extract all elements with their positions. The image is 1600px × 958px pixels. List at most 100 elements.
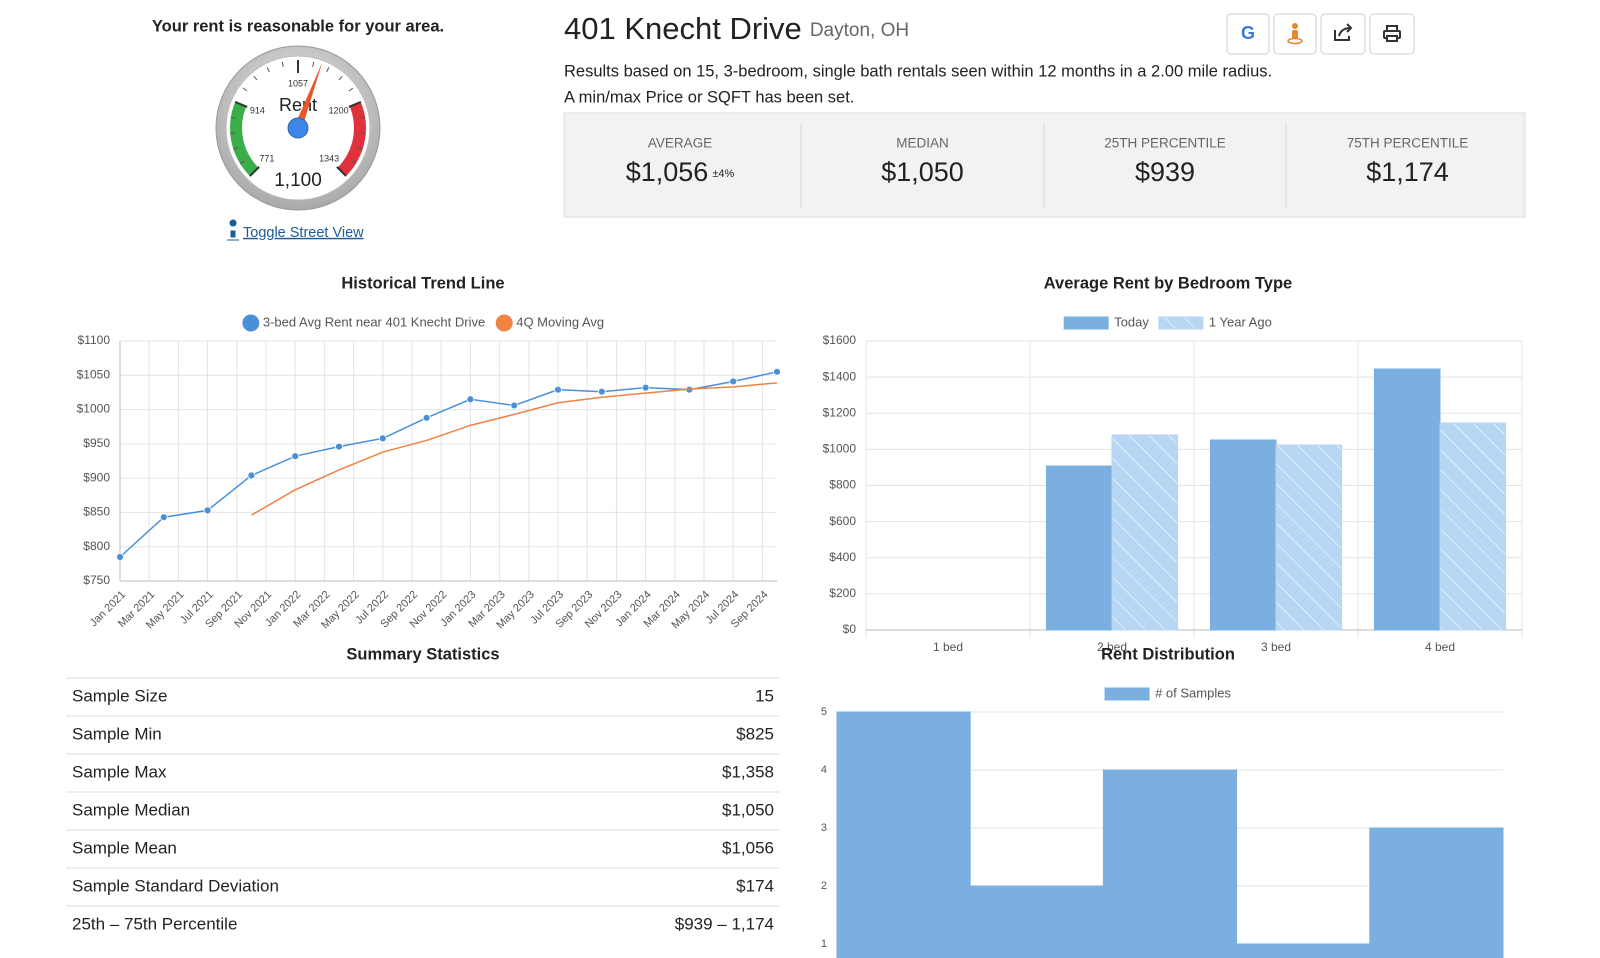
bar: [836, 711, 971, 958]
print-button[interactable]: [1369, 13, 1415, 55]
bar: [969, 885, 1104, 958]
legend: Today 1 Year Ago: [1063, 314, 1272, 330]
legend-label: 1 Year Ago: [1209, 314, 1272, 329]
gauge-minor-tick: [233, 146, 239, 150]
stat-value: $1,056 ±4%: [626, 157, 735, 187]
row-value: $1,050: [722, 800, 774, 819]
stat-number: $1,174: [1366, 157, 1449, 187]
stat-number: $1,056: [626, 157, 709, 187]
data-point: [159, 513, 168, 522]
legend-marker: [1104, 687, 1150, 701]
y-tick-label: $1100: [78, 333, 111, 347]
y-tick-label: $200: [829, 586, 856, 600]
stat-label: AVERAGE: [648, 136, 712, 151]
legend-marker: [494, 313, 514, 333]
google-button[interactable]: [1226, 13, 1270, 55]
gauge-minor-tick: [281, 61, 284, 67]
data-point: [641, 383, 650, 392]
stat-label: MEDIAN: [896, 136, 949, 151]
row-label: Sample Mean: [72, 838, 177, 857]
y-tick-label: 1: [821, 938, 827, 950]
link-icon: [227, 219, 239, 241]
legend-label: # of Samples: [1155, 685, 1231, 700]
x-tick-label: 4 bed: [1425, 640, 1455, 654]
data-point: [554, 385, 562, 394]
stat-value: $1,174: [1366, 157, 1449, 187]
legend-marker: [1158, 316, 1204, 330]
row-label: Sample Median: [72, 800, 190, 819]
share-button[interactable]: [1320, 13, 1366, 55]
link-text[interactable]: Toggle Street View: [243, 225, 364, 241]
y-tick-label: $1000: [823, 442, 857, 456]
gauge-minor-tick: [266, 67, 270, 73]
legend-marker: [1063, 316, 1109, 330]
y-tick-label: $1050: [77, 367, 111, 381]
stat-label: 75TH PERCENTILE: [1347, 136, 1469, 151]
bar: [1373, 368, 1441, 631]
bar: [1045, 465, 1113, 631]
legend-label: Today: [1114, 314, 1149, 329]
toolbar: G: [1226, 13, 1415, 55]
row-value: $939 – 1,174: [675, 914, 774, 933]
data-point: [116, 553, 124, 561]
stat-number: $939: [1135, 157, 1195, 187]
data-point: [773, 367, 781, 376]
gauge-minor-tick: [338, 75, 343, 81]
location: Dayton, OH: [810, 20, 909, 41]
data-point: [247, 471, 256, 480]
data-point: [291, 452, 300, 461]
bar: [1209, 439, 1277, 631]
x-tick-label: 1 bed: [933, 640, 963, 654]
y-tick-label: $1000: [77, 402, 111, 416]
row-value: $825: [736, 724, 774, 743]
gauge-minor-tick: [230, 116, 236, 119]
bar: [1102, 769, 1238, 958]
row-value: $1,358: [722, 762, 774, 781]
gauge-minor-tick: [312, 61, 315, 67]
y-tick-label: $600: [829, 514, 856, 528]
stat-value: $1,050: [881, 157, 964, 187]
data-point: [378, 434, 387, 443]
x-tick-label: 3 bed: [1261, 640, 1291, 654]
chart-title: Historical Trend Line: [341, 274, 504, 292]
y-tick-label: 3: [821, 822, 827, 834]
row-label: Sample Min: [72, 724, 162, 743]
bar: [1111, 434, 1179, 631]
gauge-tick-label: 771: [259, 153, 274, 163]
address-heading: 401 Knecht Drive Dayton, OH: [564, 11, 909, 46]
share-icon: [1334, 23, 1353, 41]
y-tick-label: 2: [821, 880, 827, 892]
data-point: [335, 442, 343, 451]
gauge-tick: [249, 166, 260, 177]
google-icon: G: [1241, 23, 1255, 43]
gauge-minor-tick: [242, 87, 248, 92]
row-label: Sample Standard Deviation: [72, 876, 279, 895]
y-tick-label: $750: [83, 573, 110, 587]
x-tick-label: 2 bed: [1097, 640, 1127, 654]
y-tick-label: 4: [821, 764, 827, 776]
description: Results based on 15, 3-bedroom, single b…: [564, 62, 1272, 80]
row-value: $1,056: [722, 838, 774, 857]
gauge-minor-tick: [351, 160, 357, 164]
gauge-tick: [348, 101, 362, 108]
gauge-band: [230, 101, 259, 177]
gauge-band: [337, 101, 367, 177]
y-tick-label: $1400: [823, 369, 857, 383]
table-title: Summary Statistics: [346, 645, 499, 663]
y-tick-label: 5: [821, 706, 827, 718]
stat-label: 25TH PERCENTILE: [1104, 136, 1226, 151]
legend-label: 4Q Moving Avg: [516, 314, 604, 329]
trend-line: [251, 382, 778, 516]
bar: [1439, 422, 1507, 631]
street-view-link[interactable]: Toggle Street View: [227, 219, 364, 241]
person-icon: [1287, 23, 1303, 45]
gauge-tick-label: 914: [250, 106, 265, 116]
row-value: $174: [736, 876, 774, 895]
address: 401 Knecht Drive: [564, 11, 802, 46]
gauge-minor-tick: [360, 116, 366, 119]
row-label: 25th – 75th Percentile: [72, 914, 237, 933]
gauge-tick: [234, 101, 248, 108]
y-tick-label: $900: [83, 470, 110, 484]
row-label: Sample Size: [72, 686, 167, 705]
